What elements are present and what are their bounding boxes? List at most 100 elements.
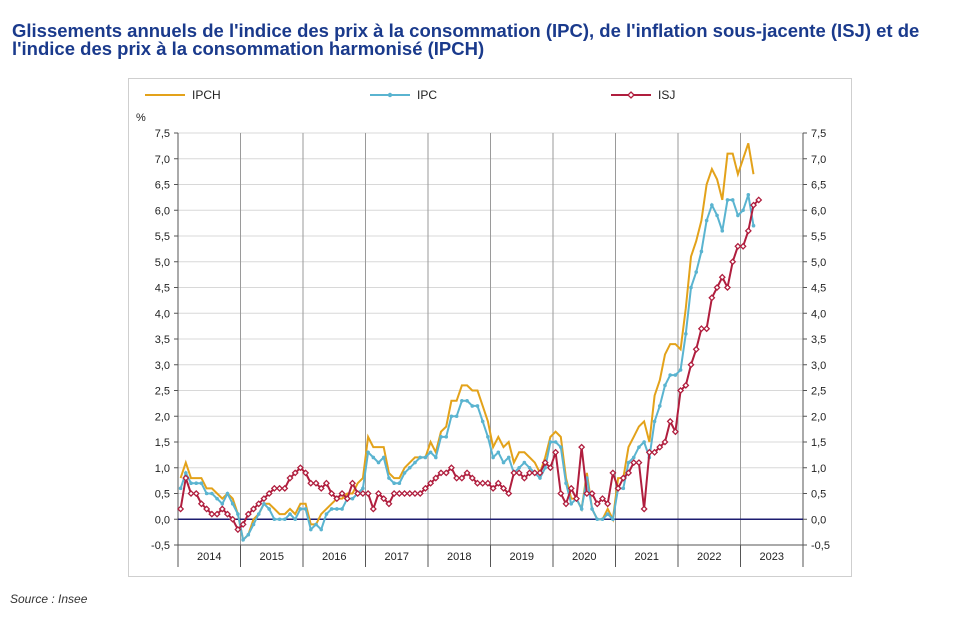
point-ipc bbox=[746, 193, 751, 197]
point-ipc bbox=[496, 450, 501, 455]
point-isj bbox=[473, 479, 481, 487]
point-ipc bbox=[538, 476, 542, 480]
point-isj bbox=[671, 428, 679, 436]
point-isj bbox=[572, 495, 580, 503]
point-isj bbox=[281, 484, 289, 492]
point-isj bbox=[692, 345, 700, 353]
point-ipc bbox=[439, 435, 443, 439]
point-isj bbox=[213, 510, 221, 518]
point-ipc bbox=[454, 414, 459, 419]
point-isj bbox=[468, 474, 476, 482]
y-tick-label-right: 3,0 bbox=[811, 360, 826, 372]
y-tick-label-right: 7,0 bbox=[811, 154, 826, 166]
point-isj bbox=[354, 489, 362, 498]
point-ipc bbox=[335, 507, 339, 511]
point-ipc bbox=[262, 502, 266, 506]
point-isj bbox=[651, 448, 659, 456]
point-isj bbox=[588, 489, 596, 498]
point-isj bbox=[348, 479, 356, 487]
y-tick-label-right: 4,0 bbox=[811, 308, 826, 320]
point-isj bbox=[255, 500, 263, 508]
point-isj bbox=[244, 510, 252, 518]
point-ipc bbox=[559, 445, 563, 449]
x-tick-label: 2014 bbox=[197, 551, 221, 563]
y-tick-label-right: 6,0 bbox=[811, 205, 826, 217]
point-isj bbox=[317, 484, 325, 492]
point-isj bbox=[708, 294, 716, 302]
point-ipc bbox=[684, 332, 688, 336]
point-isj bbox=[682, 381, 690, 389]
point-isj bbox=[541, 459, 549, 467]
point-ipc bbox=[293, 517, 297, 522]
x-tick-label: 2019 bbox=[510, 551, 534, 563]
point-isj bbox=[442, 469, 450, 477]
y-tick-label-right: 1,5 bbox=[811, 437, 826, 449]
point-ipc bbox=[652, 419, 657, 424]
point-isj bbox=[557, 489, 565, 498]
point-isj bbox=[380, 495, 388, 503]
point-isj bbox=[619, 474, 627, 482]
point-ipc bbox=[637, 445, 641, 449]
point-isj bbox=[411, 489, 419, 498]
point-ipc bbox=[741, 208, 745, 213]
point-ipc bbox=[621, 486, 626, 491]
point-isj bbox=[567, 484, 575, 492]
point-ipc bbox=[387, 476, 391, 480]
point-isj bbox=[328, 489, 336, 498]
point-isj bbox=[552, 448, 560, 456]
point-isj bbox=[453, 474, 461, 482]
point-ipc bbox=[522, 460, 527, 465]
point-isj bbox=[635, 459, 643, 467]
point-isj bbox=[182, 474, 190, 482]
point-isj bbox=[270, 484, 278, 492]
point-ipc bbox=[595, 517, 600, 522]
y-tick-label-right: 0,5 bbox=[811, 489, 826, 501]
point-isj bbox=[609, 469, 617, 477]
point-ipc bbox=[309, 527, 313, 532]
series-line-ipc bbox=[179, 194, 755, 542]
legend-label-ipch: IPCH bbox=[192, 88, 221, 102]
point-isj bbox=[390, 489, 398, 498]
point-isj bbox=[510, 469, 518, 477]
point-ipc bbox=[282, 517, 287, 522]
y-tick-label: 7,0 bbox=[155, 154, 170, 166]
point-isj bbox=[536, 469, 544, 477]
point-ipc bbox=[668, 373, 672, 377]
point-ipc bbox=[626, 460, 631, 465]
point-isj bbox=[614, 484, 622, 492]
point-isj bbox=[187, 489, 195, 498]
x-tick-label: 2016 bbox=[322, 551, 346, 563]
point-ipc bbox=[215, 496, 219, 501]
point-ipc bbox=[184, 471, 188, 475]
point-isj bbox=[489, 484, 497, 492]
point-ipc bbox=[553, 440, 558, 444]
point-ipc bbox=[418, 455, 422, 460]
point-isj bbox=[494, 479, 502, 487]
point-ipc bbox=[730, 198, 735, 202]
point-isj bbox=[197, 500, 205, 508]
point-isj bbox=[203, 505, 211, 513]
point-isj bbox=[479, 479, 487, 487]
point-ipc bbox=[277, 517, 282, 522]
point-isj bbox=[401, 489, 409, 498]
point-ipc bbox=[663, 383, 667, 388]
y-tick-label: 2,0 bbox=[155, 411, 170, 423]
y-axis-label: % bbox=[136, 112, 146, 124]
point-isj bbox=[250, 505, 258, 513]
point-ipc bbox=[704, 218, 709, 223]
point-ipc bbox=[402, 471, 407, 475]
point-isj bbox=[208, 510, 216, 518]
point-isj bbox=[531, 469, 539, 477]
point-ipc bbox=[366, 450, 370, 455]
point-isj bbox=[677, 386, 685, 395]
point-ipc bbox=[371, 455, 376, 460]
point-isj bbox=[515, 469, 523, 477]
point-ipc bbox=[715, 213, 719, 218]
point-isj bbox=[421, 484, 429, 492]
x-tick-label: 2015 bbox=[260, 551, 284, 563]
point-ipc bbox=[189, 481, 193, 486]
point-ipc bbox=[470, 404, 475, 408]
y-tick-label-right: 2,0 bbox=[811, 411, 826, 423]
point-isj bbox=[520, 474, 528, 482]
